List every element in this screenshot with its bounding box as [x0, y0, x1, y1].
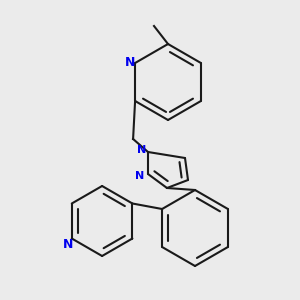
Text: N: N — [63, 238, 73, 251]
Text: N: N — [135, 171, 145, 181]
Text: N: N — [125, 56, 135, 70]
Text: N: N — [137, 145, 147, 155]
